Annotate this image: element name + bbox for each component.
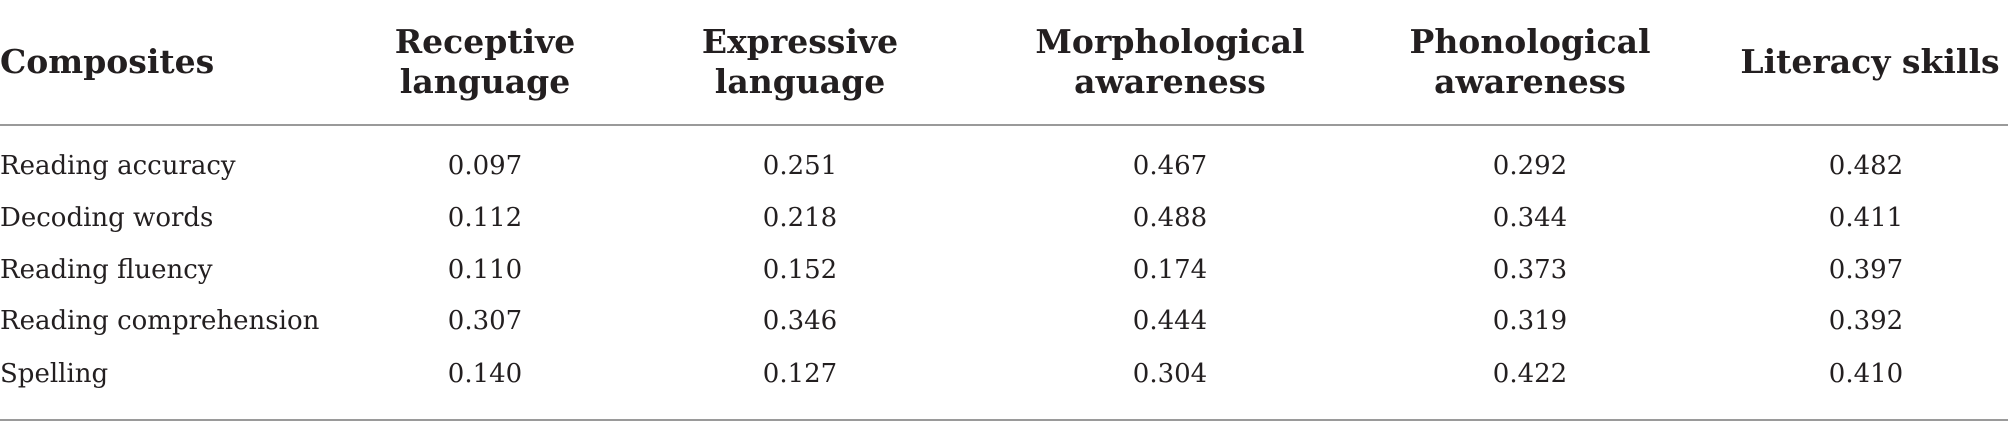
table-cell: 0.482 [1828, 151, 1904, 181]
table-cell: 0.373 [1492, 255, 1568, 285]
table-cell: 0.488 [1132, 203, 1208, 233]
table-cell: 0.140 [447, 359, 523, 389]
table-cell: 0.410 [1828, 359, 1904, 389]
table-cell: 0.307 [447, 306, 523, 336]
table-cell: 0.127 [762, 359, 838, 389]
header-expressive-language: Expressive language [701, 22, 899, 101]
table-cell: 0.319 [1492, 306, 1568, 336]
header-phonological-awareness: Phonological awareness [1409, 22, 1651, 101]
row-label: Spelling [0, 359, 109, 389]
table-cell: 0.097 [447, 151, 523, 181]
row-label: Decoding words [0, 203, 214, 233]
row-label: Reading comprehension [0, 306, 320, 336]
table-cell: 0.174 [1132, 255, 1208, 285]
header-literacy-skills: Literacy skills [1740, 42, 2000, 81]
table-cell: 0.152 [762, 255, 838, 285]
header-composites: Composites [0, 42, 215, 81]
header-receptive-language: Receptive language [394, 22, 576, 101]
table-cell: 0.292 [1492, 151, 1568, 181]
table-cell: 0.467 [1132, 151, 1208, 181]
table-cell: 0.110 [447, 255, 523, 285]
header-divider [0, 124, 2008, 126]
table-cell: 0.304 [1132, 359, 1208, 389]
table-cell: 0.346 [762, 306, 838, 336]
table-cell: 0.218 [762, 203, 838, 233]
row-label: Reading accuracy [0, 151, 236, 181]
table-cell: 0.251 [762, 151, 838, 181]
header-morphological-awareness: Morphological awareness [1035, 22, 1305, 101]
row-label: Reading fluency [0, 255, 213, 285]
table-cell: 0.392 [1828, 306, 1904, 336]
bottom-divider [0, 419, 2008, 421]
table-cell: 0.397 [1828, 255, 1904, 285]
table-cell: 0.422 [1492, 359, 1568, 389]
table-cell: 0.444 [1132, 306, 1208, 336]
table-cell: 0.344 [1492, 203, 1568, 233]
table-cell: 0.411 [1828, 203, 1904, 233]
table-cell: 0.112 [447, 203, 523, 233]
